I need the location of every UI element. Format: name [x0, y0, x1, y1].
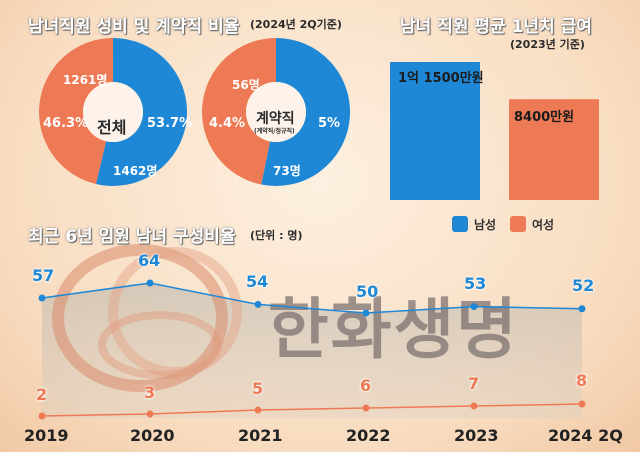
x-tick-2022: 2022 [346, 426, 391, 445]
legend-female-swatch [510, 216, 526, 232]
male-point-2022 [362, 309, 370, 317]
legend-male-swatch [452, 216, 468, 232]
donut2-hole [246, 82, 306, 142]
ratio-note: (2024년 2Q기준) [250, 18, 342, 31]
donut1-slice-female [39, 38, 115, 185]
male-value-2022: 50 [356, 282, 379, 301]
donut1-male-count: 1462명 [113, 164, 158, 178]
female-line [41, 403, 583, 417]
male-line [41, 282, 583, 314]
donut2-slice-female [202, 38, 278, 185]
bar-female [509, 99, 599, 200]
female-point-2019 [38, 412, 46, 420]
donut1-male-percent: 53.7% [147, 116, 193, 131]
donut1-hole [83, 82, 143, 142]
salary-note: (2023년 기준) [510, 38, 585, 51]
bar-male [390, 62, 480, 200]
female-value-2024: 8 [576, 371, 588, 390]
male-point-2023 [470, 303, 478, 311]
donut2-female-count: 56명 [232, 78, 260, 92]
x-tick-2019: 2019 [24, 426, 69, 445]
bar-male-value-label: 1억 1500만원 [398, 71, 484, 86]
donut1-slice-male [95, 38, 187, 186]
male-value-2023: 53 [464, 274, 487, 293]
ratio-title: 남녀직원 성비 및 계약직 비율 [28, 17, 240, 37]
x-tick-2020: 2020 [130, 426, 175, 445]
x-tick-2021: 2021 [238, 426, 283, 445]
female-point-2020 [146, 410, 154, 418]
donut1-center-label: 전체 [97, 118, 127, 137]
male-value-2021: 54 [246, 272, 269, 291]
female-value-2021: 5 [252, 379, 264, 398]
female-point-2024 2Q [578, 400, 586, 408]
trend-note: (단위 : 명) [250, 229, 303, 242]
legend-male-label: 남성 [474, 218, 497, 232]
trend-title: 최근 6년 임원 남녀 구성비율 [28, 227, 236, 247]
male-point-2019 [38, 294, 46, 302]
female-point-2022 [362, 404, 370, 412]
donut2-male-percent: 5% [318, 116, 341, 131]
legend-female-label: 여성 [532, 218, 555, 232]
donut2-center-label: 계약직 [256, 111, 295, 127]
male-point-2024 2Q [578, 305, 586, 313]
female-point-2023 [470, 402, 478, 410]
donut2-center-sub: (계약직/정규직) [254, 128, 295, 135]
male-value-2024: 52 [572, 276, 595, 295]
female-value-2019: 2 [36, 385, 48, 404]
female-point-2021 [254, 406, 262, 414]
x-tick-2023: 2023 [454, 426, 499, 445]
female-value-2023: 7 [468, 374, 480, 393]
donut1-female-count: 1261명 [63, 73, 108, 87]
male-value-2020: 64 [138, 251, 161, 270]
male-point-2020 [146, 279, 154, 287]
watermark-rings-icon [52, 244, 242, 392]
x-tick-2024: 2024 2Q [548, 426, 623, 445]
donut2-slice-male [261, 38, 350, 186]
male-point-2021 [254, 300, 262, 308]
donut1-female-percent: 46.3% [43, 116, 89, 131]
female-value-2020: 3 [144, 383, 156, 402]
donut2-male-count: 73명 [273, 164, 301, 178]
donut2-female-percent: 4.4% [209, 116, 246, 131]
salary-title: 남녀 직원 평균 1년치 급여 [400, 17, 592, 37]
female-value-2022: 6 [360, 376, 372, 395]
male-value-2019: 57 [32, 266, 55, 285]
bar-female-value-label: 8400만원 [514, 110, 575, 125]
